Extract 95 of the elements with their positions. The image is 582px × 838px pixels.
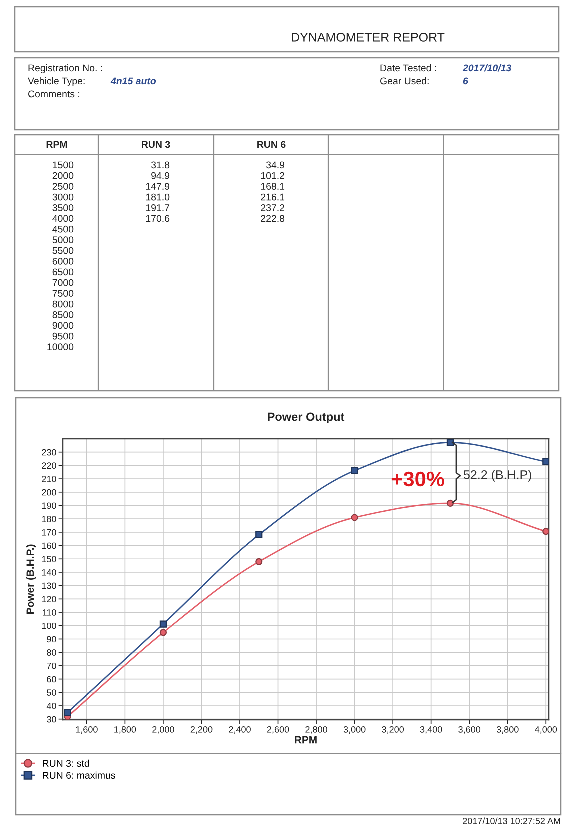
- y-tick-label: 100: [42, 622, 56, 630]
- x-tick-label: 2,000: [152, 726, 174, 734]
- point: [160, 629, 167, 636]
- x-tick-label: 1,600: [76, 726, 98, 734]
- x-tick-label: 4,000: [535, 726, 558, 734]
- y-tick-label: 220: [42, 462, 56, 470]
- text: 222.8: [261, 215, 285, 222]
- x-tick-label: 3,600: [458, 726, 481, 734]
- y-tick-label: 190: [42, 502, 56, 510]
- text: 147.9: [146, 183, 170, 190]
- text: 94.9: [152, 172, 170, 180]
- text: 168.1: [261, 183, 285, 190]
- text: 216.1: [261, 194, 285, 201]
- annotation: +30%: [392, 472, 444, 487]
- legend-label: RUN 6: maximus: [43, 772, 116, 780]
- y-tick-label: 160: [42, 542, 56, 550]
- y-tick-label: 150: [42, 556, 56, 563]
- point: [351, 467, 358, 474]
- text: 4n15 auto: [110, 78, 156, 85]
- y-tick-label: 170: [42, 529, 56, 536]
- text: 31.8: [151, 162, 170, 169]
- text: RUN 6: [258, 141, 286, 148]
- point: [446, 439, 454, 446]
- y-tick-label: 50: [47, 690, 56, 696]
- y-tick-label: 30: [47, 716, 56, 723]
- text: 181.0: [146, 194, 170, 201]
- text: 2017/10/13: [462, 64, 512, 72]
- text: 8500: [52, 312, 74, 318]
- y-tick-label: 130: [42, 582, 56, 590]
- point: [351, 514, 358, 522]
- point: [256, 531, 263, 539]
- x-tick-label: 3,000: [344, 726, 366, 734]
- text: 34.9: [266, 162, 285, 169]
- y-tick-label: 210: [42, 476, 56, 482]
- text: Registration No. :: [28, 64, 102, 74]
- text: DYNAMOMETER REPORT: [292, 33, 445, 42]
- text: 191.7: [146, 204, 170, 212]
- point: [64, 709, 72, 716]
- y-tick-label: 40: [46, 702, 56, 710]
- point: [542, 458, 549, 466]
- text: Date Tested :: [380, 64, 436, 72]
- x-tick-label: 2,800: [306, 726, 328, 734]
- text: 5500: [52, 247, 74, 254]
- annotation: 52.2 (B.H.P): [464, 470, 532, 482]
- x-tick-label: 2,400: [229, 726, 251, 734]
- x-tick-label: 3,400: [420, 726, 442, 734]
- x-tick-label: 3,800: [496, 726, 519, 734]
- y-tick-label: 110: [43, 610, 56, 616]
- y-axis-title: Power (B.H.P.): [26, 544, 36, 614]
- x-axis-title: RPM: [295, 736, 317, 744]
- y-tick-label: 140: [42, 569, 56, 576]
- x-tick-label: 1,800: [114, 726, 136, 734]
- y-tick-label: 90: [47, 636, 56, 643]
- point: [446, 500, 454, 508]
- text: Comments :: [28, 90, 80, 98]
- y-tick-label: 230: [42, 449, 56, 456]
- text: 2017/10/13 10:27:52 AM: [463, 818, 560, 824]
- text: 6000: [52, 258, 74, 265]
- text: 5000: [52, 236, 74, 244]
- text: 9000: [52, 322, 74, 330]
- y-tick-label: 200: [42, 489, 56, 496]
- text: 237.2: [261, 204, 285, 212]
- x-tick-label: 3,200: [382, 726, 404, 734]
- text: 3000: [52, 194, 74, 201]
- y-tick-label: 60: [47, 676, 56, 683]
- text: 1500: [53, 162, 74, 169]
- text: RUN 3: [142, 141, 170, 148]
- y-tick-label: 70: [47, 662, 56, 670]
- text: 7500: [52, 290, 74, 298]
- point: [256, 558, 263, 566]
- y-tick-label: 120: [42, 596, 56, 603]
- text: 6: [463, 78, 468, 85]
- y-tick-label: 80: [47, 650, 56, 656]
- x-tick-label: 2,600: [267, 726, 290, 734]
- text: RPM: [46, 141, 68, 148]
- text: Vehicle Type:: [28, 77, 85, 87]
- text: 9500: [52, 332, 74, 340]
- x-tick-label: 2,200: [190, 726, 213, 734]
- text: Gear Used:: [380, 77, 429, 85]
- text: 4000: [52, 215, 74, 222]
- y-tick-label: 180: [42, 516, 56, 522]
- text: 8000: [52, 300, 74, 308]
- legend-label: RUN 3: std: [43, 760, 90, 768]
- text: 101.2: [261, 172, 285, 180]
- text: 10000: [48, 344, 74, 351]
- text: 170.6: [146, 215, 170, 222]
- text: 6500: [52, 268, 74, 276]
- point: [160, 620, 167, 628]
- text: 4500: [52, 226, 74, 233]
- chart-title: Power Output: [268, 412, 345, 424]
- text: 3500: [52, 204, 74, 212]
- text: 7000: [52, 279, 74, 286]
- text: 2500: [52, 183, 74, 190]
- point: [542, 528, 549, 536]
- text: 2000: [52, 172, 74, 180]
